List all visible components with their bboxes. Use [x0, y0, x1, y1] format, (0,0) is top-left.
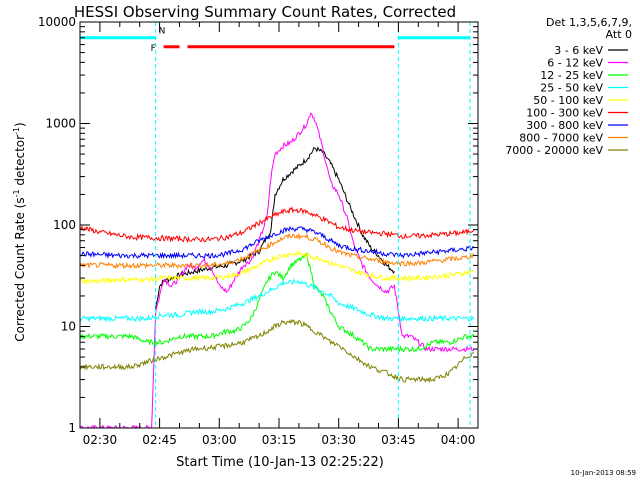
series-line-12-25-kev: [79, 252, 475, 353]
legend-label: 100 - 300 keV: [526, 107, 603, 120]
legend-label: 6 - 12 keV: [547, 57, 603, 70]
x-tick-label: 02:45: [142, 433, 177, 447]
legend-label: 50 - 100 keV: [533, 94, 603, 107]
svg-text:Corrected Count Rate (s-1 dete: Corrected Count Rate (s-1 detector-1): [12, 122, 27, 341]
chart-title: HESSI Observing Summary Count Rates, Cor…: [74, 3, 456, 21]
series-line-100-300-kev: [79, 206, 475, 244]
legend-label: 7000 - 20000 keV: [505, 144, 603, 157]
flare-marker-label: F: [151, 44, 156, 54]
x-tick-label: 04:00: [441, 433, 476, 447]
x-tick-label: 03:15: [262, 433, 297, 447]
legend-header-line-2: Att 0: [606, 28, 632, 41]
series-line-3-6-kev: [155, 146, 395, 309]
legend-label: 300 - 800 keV: [526, 119, 603, 132]
x-tick-label: 03:45: [381, 433, 416, 447]
legend-label: 25 - 50 keV: [540, 82, 603, 95]
axes: 1 10 100 1000 10000 02:30 02:45 03:00 03:15 03:30…: [38, 15, 479, 447]
date-stamp: 10-Jan-2013 08:59: [571, 469, 636, 477]
series-line-25-50-kev: [79, 277, 475, 323]
y-axis-label: Corrected Count Rate (s-1 detector-1): [12, 122, 27, 341]
x-tick-label: 02:30: [83, 433, 118, 447]
y-tick-label: 1000: [45, 117, 76, 131]
legend-label: 12 - 25 keV: [540, 69, 603, 82]
y-label-mid: detector: [13, 135, 27, 190]
legend-label: 800 - 7000 keV: [519, 132, 603, 145]
x-axis-label: Start Time (10-Jan-13 02:25:22): [176, 455, 384, 470]
y-label-main: Corrected Count Rate (s: [13, 197, 27, 341]
y-label-sup-1: -1: [12, 189, 21, 197]
y-label-end: ): [13, 122, 27, 127]
series-line-300-800-kev: [79, 225, 475, 260]
series-line-7000-20000-kev: [79, 318, 475, 384]
night-marker-label: N: [159, 27, 166, 37]
y-tick-label: 1: [68, 421, 76, 435]
series-line-50-100-kev: [79, 250, 475, 285]
x-tick-label: 03:00: [202, 433, 237, 447]
series-line-800-7000-kev: [79, 232, 475, 270]
y-label-sup-2: -1: [12, 127, 21, 135]
y-tick-label: 10: [61, 320, 76, 334]
y-tick-label: 10000: [38, 15, 76, 29]
y-tick-label: 100: [53, 218, 76, 232]
legend-label: 3 - 6 keV: [554, 44, 603, 57]
legend-header-line-1: Det 1,3,5,6,7,9,: [546, 16, 632, 29]
x-tick-label: 03:30: [321, 433, 356, 447]
